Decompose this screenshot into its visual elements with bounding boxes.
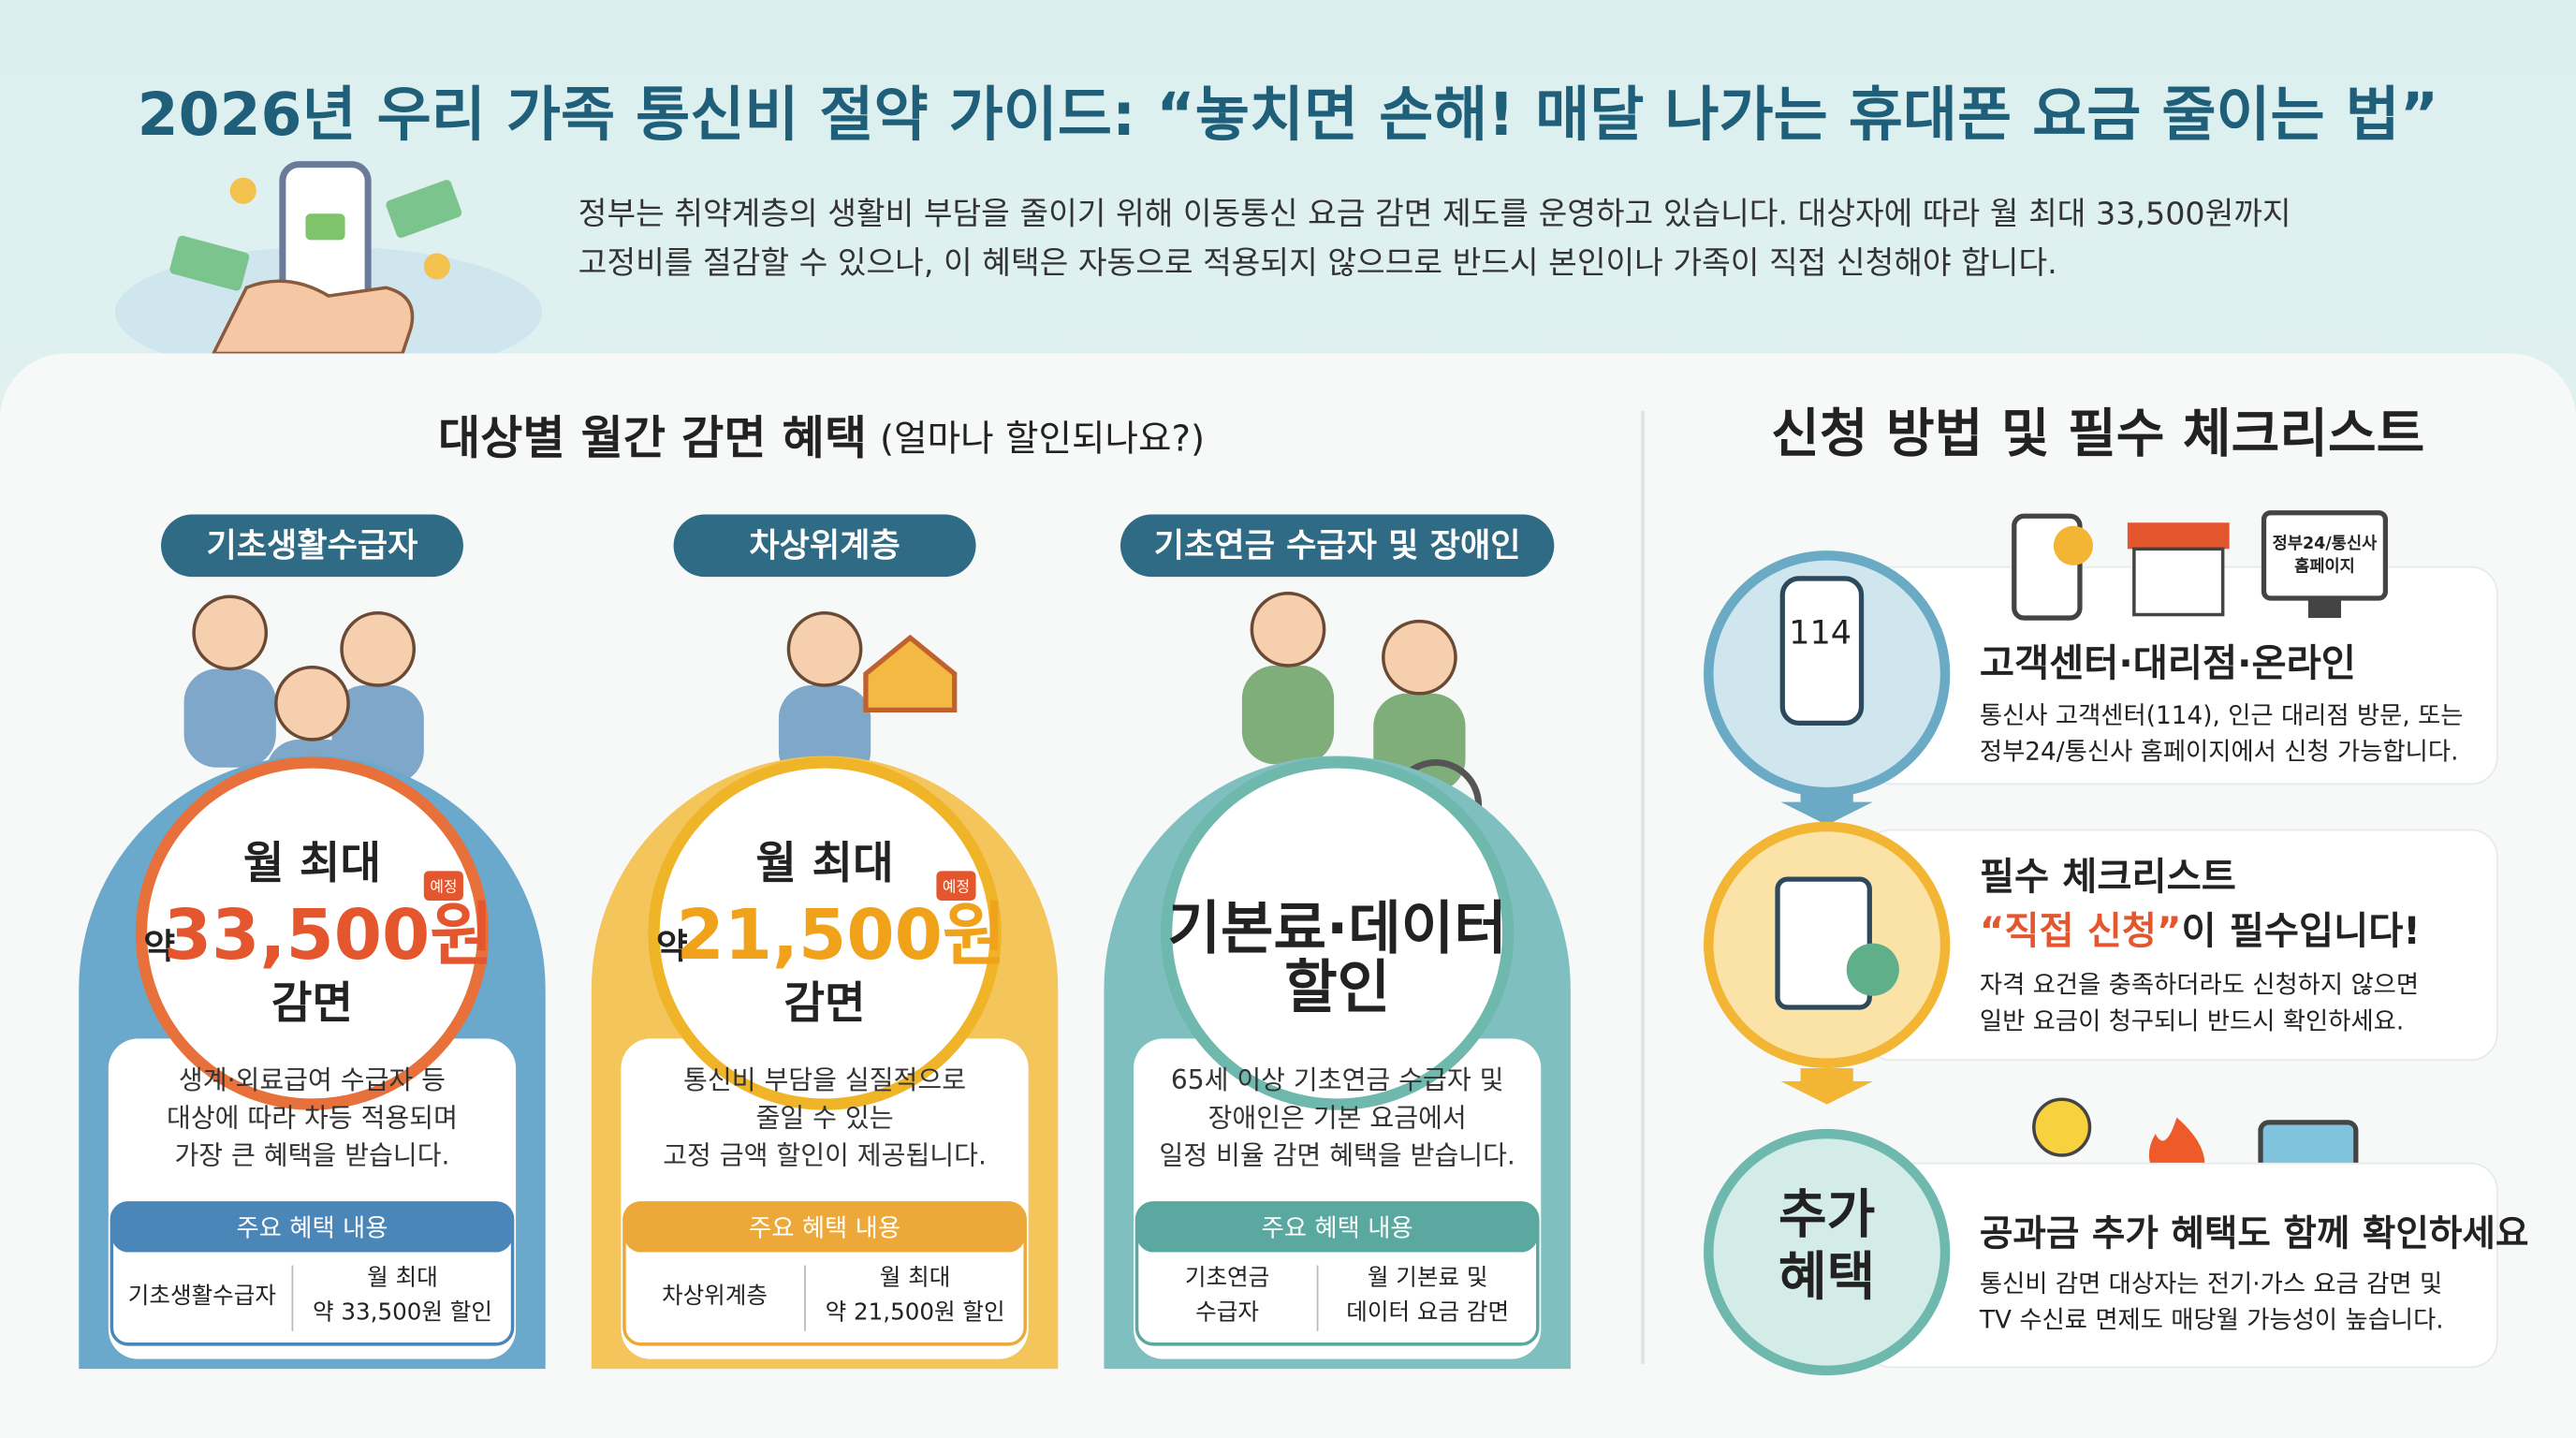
card-desc: 줄일 수 있는 xyxy=(756,1102,894,1133)
table-header xyxy=(623,1202,1026,1253)
main-benefit: 기본료·데이터 xyxy=(1168,895,1507,961)
table-title: 주요 혜택 내용 xyxy=(236,1214,388,1242)
tag: 차상위계층 xyxy=(749,527,900,565)
clipboard xyxy=(1775,876,1872,1010)
check-circle xyxy=(1846,943,1899,996)
person-body xyxy=(183,668,276,768)
store-awning xyxy=(2127,522,2230,550)
title: 2026년 우리 가족 통신비 절약 가이드: “놓치면 손해! 매달 나가는 … xyxy=(138,80,2439,149)
amount-prefix: 약 xyxy=(656,926,688,966)
tag: 기초생활수급자 xyxy=(206,527,417,565)
table-cell: 기초생활수급자 xyxy=(128,1282,276,1309)
table-cell: 약 21,500원 할인 xyxy=(826,1298,1005,1325)
amount-top: 월 최대 xyxy=(243,838,381,889)
table-cell: 데이터 요금 감면 xyxy=(1346,1298,1509,1325)
amount-circle xyxy=(135,756,490,1110)
amount-circle xyxy=(1160,756,1515,1110)
amount: 33,500원 xyxy=(164,896,493,976)
card-desc: 일정 비율 감면 혜택을 받습니다. xyxy=(1159,1140,1515,1171)
card-desc: 통신비 부담을 실질적으로 xyxy=(683,1064,966,1095)
intro-line: 정부는 취약계층의 생활비 부담을 줄이기 위해 이동통신 요금 감면 제도를 … xyxy=(578,196,2291,232)
apply-heading: 신청 방법 및 필수 체크리스트 xyxy=(1771,404,2424,465)
phone-icon xyxy=(1779,576,1865,726)
person-head xyxy=(274,665,350,741)
circle-text: 혜택 xyxy=(1778,1247,1875,1308)
table-header xyxy=(1136,1202,1538,1253)
phone-text: 114 xyxy=(1789,614,1852,653)
highlight: “직접 신청” xyxy=(1980,909,2182,953)
person-head xyxy=(1250,591,1326,668)
intro-line: 고정비를 절감할 수 있으나, 이 혜택은 자동으로 적용되지 않으므로 반드시… xyxy=(578,244,2057,281)
amount: 21,500원 xyxy=(676,896,1005,976)
table-cell: 차상위계층 xyxy=(662,1282,768,1309)
house-icon xyxy=(863,634,958,712)
monitor-stand xyxy=(2307,598,2342,619)
step-text: 통신비 감면 대상자는 전기·가스 요금 감면 및 xyxy=(1980,1270,2442,1299)
table-cell: 월 최대 xyxy=(880,1264,951,1291)
step-text: 자격 요건을 충족하더라도 신청하지 않으면 xyxy=(1980,972,2419,1000)
table-cell: 기초연금 xyxy=(1185,1264,1269,1291)
bulb-icon xyxy=(2032,1097,2092,1157)
person-head xyxy=(1382,619,1457,696)
benefits-heading: 대상별 월간 감면 혜택 (얼마나 할인되나요?) xyxy=(438,410,1205,464)
main-benefit: 할인 xyxy=(1284,955,1390,1021)
heading-sub: (얼마나 할인되나요?) xyxy=(880,418,1205,460)
amount-circle xyxy=(648,756,1002,1110)
monitor-text: 정부24/통신사 xyxy=(2273,535,2378,553)
tag-pill xyxy=(673,514,976,578)
badge-text: 예정 xyxy=(430,877,457,895)
table-cell: 수급자 xyxy=(1195,1298,1259,1325)
chat-icon xyxy=(2053,525,2093,565)
amount-prefix: 약 xyxy=(143,926,175,966)
highlight-line: “직접 신청”이 필수입니다! xyxy=(1980,909,2421,953)
person-head xyxy=(192,594,269,671)
card-desc: 65세 이상 기초연금 수급자 및 xyxy=(1171,1064,1504,1095)
card-desc: 장애인은 기본 요금에서 xyxy=(1208,1102,1467,1133)
person-head xyxy=(786,611,863,687)
table-header xyxy=(111,1202,513,1253)
highlight-rest: 이 필수입니다! xyxy=(2182,909,2421,953)
step-text: 일반 요금이 청구되니 반드시 확인하세요. xyxy=(1980,1007,2404,1035)
person-head xyxy=(340,611,417,687)
monitor-text: 홈페이지 xyxy=(2294,557,2355,577)
tag-pill xyxy=(1120,514,1555,578)
card-desc: 대상에 따라 차등 적용되며 xyxy=(167,1102,458,1133)
step-text: 통신사 고객센터(114), 인근 대리점 방문, 또는 xyxy=(1980,702,2464,730)
step-text: 고객센터·대리점·온라인 xyxy=(1980,641,2356,685)
table-title: 주요 혜택 내용 xyxy=(749,1214,900,1242)
person-body xyxy=(1241,665,1335,765)
heading-main: 대상별 월간 감면 혜택 xyxy=(438,410,867,464)
amount-bottom: 감면 xyxy=(271,977,353,1029)
step-card xyxy=(1864,1162,2498,1369)
card-desc: 고정 금액 할인이 제공됩니다. xyxy=(663,1140,987,1171)
step-text: 필수 체크리스트 xyxy=(1980,855,2236,899)
arrow xyxy=(1780,788,1873,826)
table-title: 주요 혜택 내용 xyxy=(1262,1214,1413,1242)
card-desc: 생계·외료급여 수급자 등 xyxy=(179,1064,446,1095)
badge-text: 예정 xyxy=(943,877,970,895)
step-text: TV 수신료 면제도 매당월 가능성이 높습니다. xyxy=(1979,1307,2444,1335)
step-text: 공과금 추가 혜택도 함께 확인하세요 xyxy=(1980,1212,2529,1255)
amount-top: 월 최대 xyxy=(755,838,893,889)
badge xyxy=(423,871,463,901)
step-circle xyxy=(1704,1128,1951,1376)
badge xyxy=(936,871,976,901)
tag-pill xyxy=(161,514,463,578)
tag: 기초연금 수급자 및 장애인 xyxy=(1154,527,1521,565)
circle-text: 추가 xyxy=(1778,1184,1875,1245)
table-cell: 월 최대 xyxy=(367,1264,438,1291)
arrow xyxy=(1780,1067,1873,1105)
table-cell: 월 기본료 및 xyxy=(1368,1264,1488,1291)
table-cell: 약 33,500원 할인 xyxy=(313,1298,492,1325)
header-illustration xyxy=(114,161,543,378)
monitor xyxy=(2261,510,2389,601)
store-body xyxy=(2132,547,2225,617)
step-text: 정부24/통신사 홈페이지에서 신청 가능합니다. xyxy=(1980,738,2459,766)
amount-bottom: 감면 xyxy=(783,977,865,1029)
card-desc: 가장 큰 혜택을 받습니다. xyxy=(174,1140,449,1171)
